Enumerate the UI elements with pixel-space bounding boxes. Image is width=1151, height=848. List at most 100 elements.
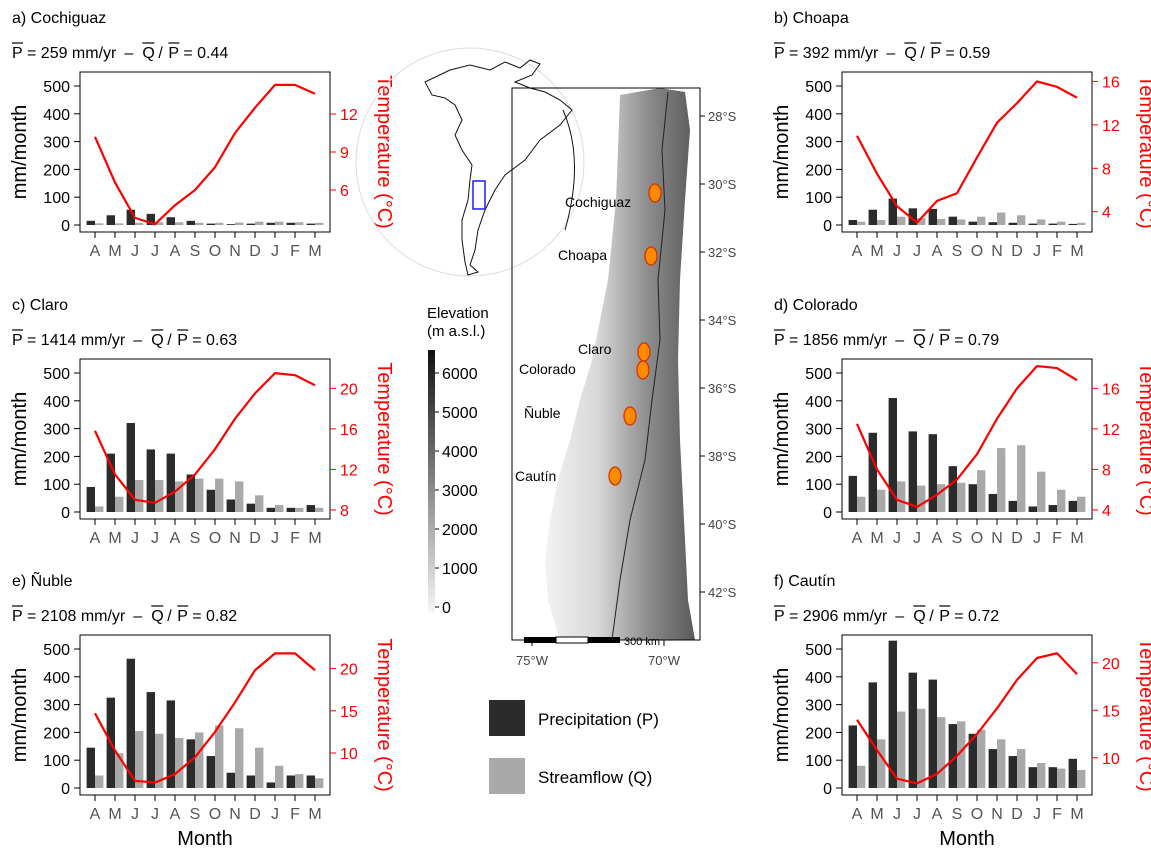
month-tick-label: D [249,806,261,823]
y-left-tick-label: 0 [61,781,70,798]
streamflow-bar [215,725,224,788]
panel-title: e) Ñuble [12,570,73,590]
elevation-tick-label: 3000 [442,483,478,500]
y-left-label: mm/month [771,392,793,486]
precip-bar [848,475,857,512]
precip-bar [988,749,997,788]
month-tick-label: A [852,243,863,260]
y-left-tick-label: 400 [43,670,70,687]
precip-bar [266,222,275,225]
streamflow-bar [95,506,104,512]
streamflow-bar [1037,762,1046,788]
streamflow-bar [957,482,966,512]
y-right-tick-label: 15 [340,704,358,721]
precip-bar [86,747,95,788]
lon-tick-label: 70°W [648,653,681,668]
streamflow-bar [1017,445,1026,512]
y-left-tick-label: 100 [805,753,832,770]
precip-bar [266,782,275,788]
streamflow-bar [1017,749,1026,788]
lat-tick-label: 40°S [708,517,737,532]
y-right-tick-label: 4 [1102,205,1111,222]
ratio-slash: / [929,608,934,625]
precip-bar [928,208,937,225]
streamflow-bar [155,480,164,512]
precip-bar [1068,500,1077,512]
precip-bar [206,223,215,225]
streamflow-bar [977,729,986,788]
streamflow-bar [315,778,324,788]
precip-bar [246,775,255,788]
y-left-tick-label: 0 [823,781,832,798]
month-tick-label: A [932,243,943,260]
streamflow-bar [937,484,946,512]
streamflow-bar [917,485,926,512]
month-tick-label: A [852,530,863,547]
streamflow-bar [997,448,1006,512]
streamflow-bar [135,731,144,788]
p-mean-symbol: P [12,45,23,62]
month-tick-label: J [913,806,921,823]
y-left-tick-label: 200 [805,162,832,179]
precip-bar [186,474,195,512]
month-tick-label: O [209,806,221,823]
elevation-ticks: 6000 5000 4000 3000 2000 1000 0 [435,366,478,617]
p-mean-symbol: P [12,608,23,625]
y-left-tick-label: 100 [805,190,832,207]
precip-bar [948,216,957,225]
y-left-tick-label: 0 [823,505,832,522]
month-tick-label: A [170,806,181,823]
month-tick-label: M [308,243,321,260]
y-left-tick-label: 100 [805,477,832,494]
streamflow-bar [877,489,886,512]
continent-outline [424,59,573,276]
precip-bar [888,198,897,225]
y-right-tick-label: 8 [340,503,349,520]
streamflow-bar [315,507,324,512]
month-tick-label: D [1011,243,1023,260]
y-left-tick-label: 200 [805,449,832,466]
temperature-line [856,652,1078,785]
precip-bar [286,775,295,788]
precip-bar [286,507,295,512]
lat-tick-label: 32°S [708,245,737,260]
month-tick-label: J [271,530,279,547]
p-mean-symbol-2: P [939,332,950,349]
streamflow-bar [877,739,886,788]
basin-label: Cautín [515,468,556,484]
y-right-label: Temperature (°C) [373,75,395,229]
month-tick-label: O [209,530,221,547]
month-tick-label: S [952,530,963,547]
month-tick-label: J [271,806,279,823]
month-tick-label: O [971,806,983,823]
legend: Precipitation (P) Streamflow (Q) [489,700,659,794]
streamflow-bar [275,765,284,788]
streamflow-bar [135,480,144,512]
precip-bar [226,224,235,225]
month-tick-label: J [1033,530,1041,547]
month-tick-label: A [90,243,101,260]
q-mean-symbol: Q [913,332,925,349]
precip-bar [988,222,997,225]
month-tick-label: S [190,806,201,823]
month-tick-label: N [229,530,241,547]
y-right-label: Temperature (°C) [1135,362,1151,516]
streamflow-bar [1077,222,1086,225]
p-mean-value: = 2906 mm/yr [789,608,888,625]
month-tick-label: N [229,806,241,823]
precip-bar [306,505,315,512]
p-mean-symbol-2: P [168,45,179,62]
ratio-slash: / [158,45,163,62]
streamflow-bar [997,212,1006,225]
precip-bar [306,223,315,225]
runoff-ratio-value: = 0.72 [954,608,999,625]
panel-title: c) Claro [12,297,68,314]
month-tick-label: M [1070,530,1083,547]
streamflow-bar [957,219,966,225]
precip-bar [968,484,977,512]
runoff-ratio-value: = 0.59 [945,45,990,62]
y-right-tick-label: 12 [340,462,358,479]
precip-bar [226,499,235,512]
